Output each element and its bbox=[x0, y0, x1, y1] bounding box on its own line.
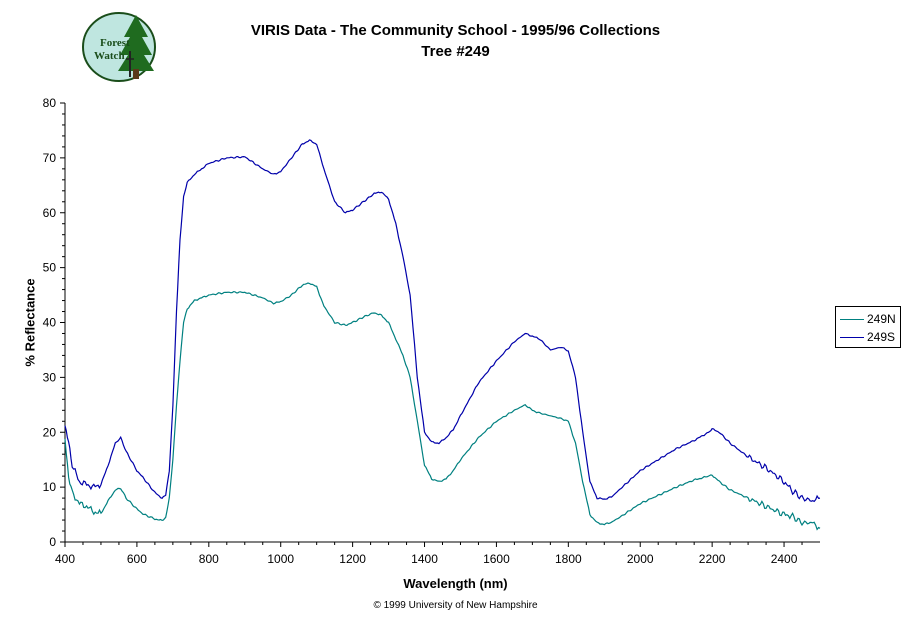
legend-item-249S: 249S bbox=[840, 329, 895, 345]
series-line-249S bbox=[64, 139, 821, 503]
y-tick-label: 70 bbox=[43, 151, 57, 165]
legend: 249N 249S bbox=[835, 306, 901, 348]
x-tick-label: 1200 bbox=[339, 552, 366, 566]
x-tick-label: 1800 bbox=[555, 552, 582, 566]
y-tick-label: 30 bbox=[43, 370, 57, 384]
y-tick-label: 10 bbox=[43, 480, 57, 494]
y-tick-label: 40 bbox=[43, 316, 57, 330]
legend-label-249S: 249S bbox=[867, 330, 896, 344]
x-tick-label: 2200 bbox=[699, 552, 726, 566]
legend-label-249N: 249N bbox=[867, 312, 896, 326]
y-tick-label: 60 bbox=[43, 206, 57, 220]
x-tick-label: 600 bbox=[127, 552, 147, 566]
y-tick-label: 20 bbox=[43, 425, 57, 439]
legend-swatch-249N bbox=[840, 319, 864, 321]
series-group bbox=[64, 139, 821, 531]
legend-item-249N: 249N bbox=[840, 311, 896, 327]
forest-watch-logo: Forest Watch bbox=[80, 11, 158, 83]
axes: 0 10 20 30 40 50 60 70 80 400 600 800 1000 1200 1400 16… bbox=[43, 96, 820, 566]
x-tick-label: 1600 bbox=[483, 552, 510, 566]
x-tick-label: 2400 bbox=[771, 552, 798, 566]
copyright-footer: © 1999 University of New Hampshire bbox=[373, 600, 538, 611]
y-tick-label: 80 bbox=[43, 96, 57, 110]
x-tick-label: 400 bbox=[55, 552, 75, 566]
logo-text-line1: Forest bbox=[100, 37, 130, 49]
y-tick-label: 50 bbox=[43, 261, 57, 275]
x-tick-label: 1000 bbox=[267, 552, 294, 566]
tree-logo-icon bbox=[118, 15, 154, 79]
y-axis-label: % Reflectance bbox=[22, 278, 38, 367]
x-tick-label: 800 bbox=[199, 552, 219, 566]
chart-subtitle: Tree #249 bbox=[421, 43, 490, 60]
chart-title: VIRIS Data - The Community School - 1995… bbox=[250, 22, 661, 39]
x-axis-label: Wavelength (nm) bbox=[403, 576, 508, 591]
x-tick-label: 1400 bbox=[411, 552, 438, 566]
y-tick-label: 0 bbox=[49, 535, 56, 549]
logo-text-line2: Watch bbox=[94, 50, 125, 62]
x-tick-label: 2000 bbox=[627, 552, 654, 566]
legend-swatch-249S bbox=[840, 337, 864, 339]
series-line-249N bbox=[64, 282, 821, 531]
